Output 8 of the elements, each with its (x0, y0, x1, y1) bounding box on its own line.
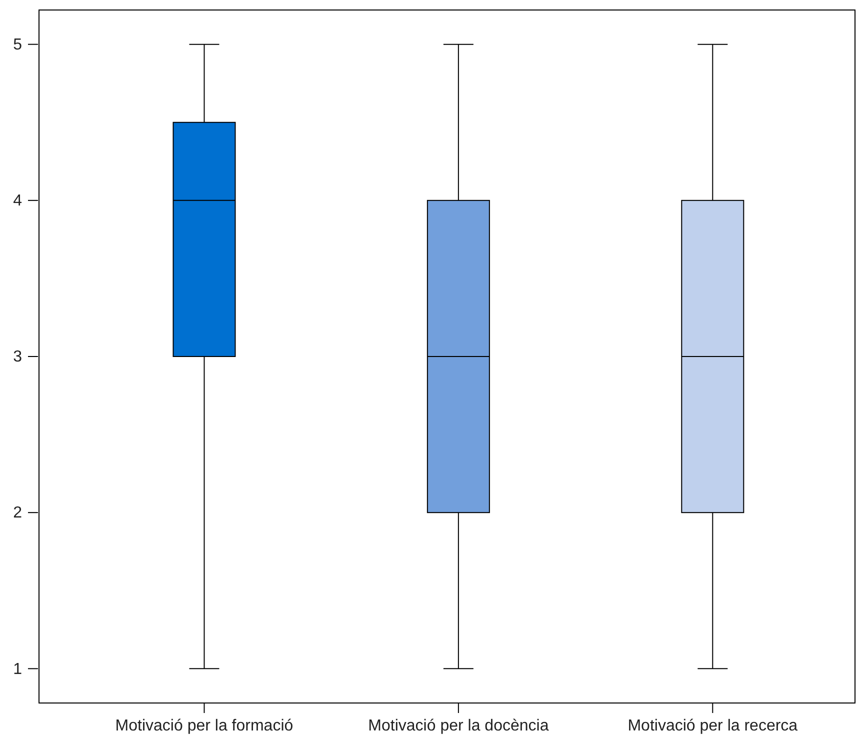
x-tick-label: Motivació per la docència (368, 717, 549, 734)
x-tick-label: Motivació per la recerca (628, 717, 798, 734)
y-tick-label: 3 (13, 348, 22, 366)
x-tick-label: Motivació per la formació (115, 717, 294, 734)
y-tick-label: 4 (13, 192, 22, 210)
y-tick-label: 1 (13, 660, 22, 678)
y-tick-label: 2 (13, 504, 22, 522)
y-tick-label: 5 (13, 36, 22, 54)
